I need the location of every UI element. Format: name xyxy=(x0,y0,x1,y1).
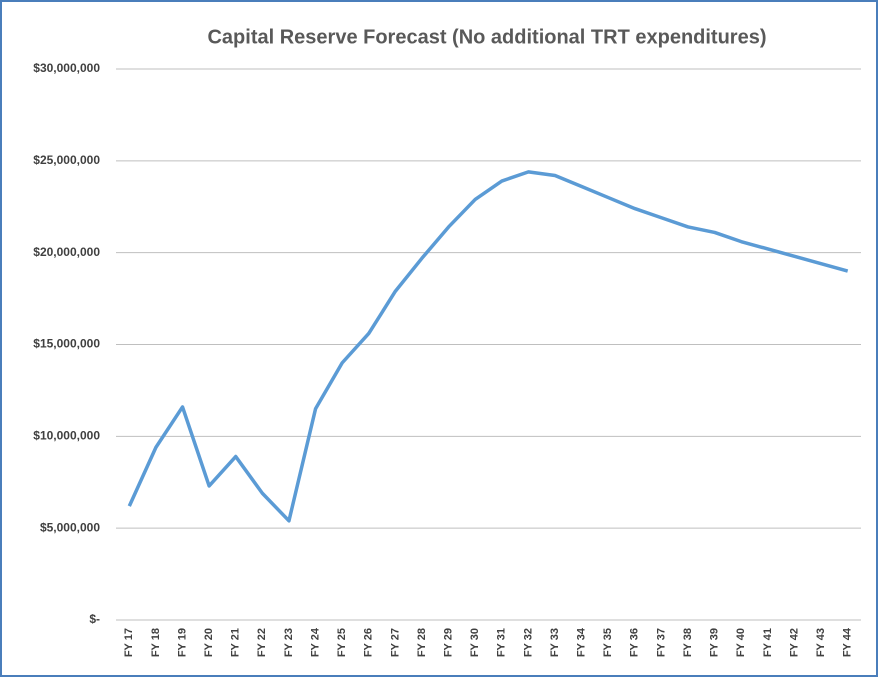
x-tick-label: FY 42 xyxy=(788,628,800,657)
x-tick-label: FY 20 xyxy=(203,628,215,657)
y-tick-label: $5,000,000 xyxy=(40,520,100,534)
y-tick-label: $30,000,000 xyxy=(33,61,100,75)
line-series xyxy=(127,170,849,523)
x-tick-label: FY 17 xyxy=(123,628,135,657)
x-tick-label: FY 41 xyxy=(762,628,774,657)
x-tick-label: FY 34 xyxy=(576,627,588,657)
y-tick-label: $10,000,000 xyxy=(33,429,100,443)
x-tick-label: FY 23 xyxy=(283,628,295,657)
x-tick-label: FY 31 xyxy=(496,628,508,657)
x-tick-label: FY 21 xyxy=(230,628,242,657)
x-tick-label: FY 36 xyxy=(629,628,641,657)
x-tick-label: FY 37 xyxy=(655,628,667,657)
x-tick-label: FY 22 xyxy=(256,628,268,657)
x-tick-label: FY 38 xyxy=(682,628,694,657)
x-tick-label: FY 26 xyxy=(363,628,375,657)
x-tick-label: FY 25 xyxy=(336,628,348,657)
chart-title: Capital Reserve Forecast (No additional … xyxy=(207,26,766,48)
x-tick-label: FY 32 xyxy=(522,628,534,657)
x-tick-label: FY 44 xyxy=(842,627,854,657)
x-tick-label: FY 28 xyxy=(416,628,428,657)
x-tick-label: FY 43 xyxy=(815,628,827,657)
x-tick-label: FY 18 xyxy=(150,628,162,657)
x-tick-label: FY 40 xyxy=(735,628,747,657)
x-tick-label: FY 24 xyxy=(309,627,321,657)
x-tick-label: FY 39 xyxy=(709,628,721,657)
x-tick-label: FY 33 xyxy=(549,628,561,657)
y-tick-label: $15,000,000 xyxy=(33,337,100,351)
x-tick-label: FY 30 xyxy=(469,628,481,657)
x-tick-label: FY 35 xyxy=(602,628,614,657)
y-tick-label: $- xyxy=(89,612,100,626)
x-tick-label: FY 27 xyxy=(389,628,401,657)
y-tick-label: $25,000,000 xyxy=(33,153,100,167)
y-tick-label: $20,000,000 xyxy=(33,245,100,259)
x-tick-label: FY 19 xyxy=(176,628,188,657)
x-tick-label: FY 29 xyxy=(442,628,454,657)
